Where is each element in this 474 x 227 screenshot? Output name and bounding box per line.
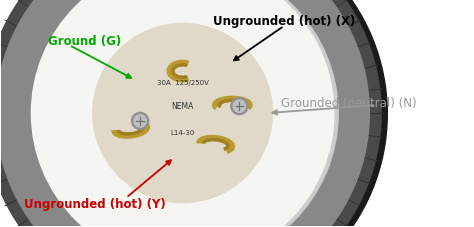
- Ellipse shape: [134, 115, 146, 128]
- Ellipse shape: [31, 0, 334, 227]
- Ellipse shape: [93, 24, 273, 203]
- Ellipse shape: [0, 0, 369, 227]
- Text: NEMA: NEMA: [172, 101, 194, 110]
- Text: 30A  125/250V: 30A 125/250V: [157, 80, 209, 86]
- Ellipse shape: [233, 101, 246, 113]
- Text: Grounded (neutral) (N): Grounded (neutral) (N): [281, 97, 417, 110]
- Ellipse shape: [231, 98, 248, 115]
- Ellipse shape: [0, 0, 381, 227]
- Ellipse shape: [0, 0, 387, 227]
- Text: Ungrounded (hot) (X): Ungrounded (hot) (X): [213, 15, 356, 27]
- Ellipse shape: [33, 0, 338, 227]
- Text: L14-30: L14-30: [171, 130, 195, 136]
- Text: Ground (G): Ground (G): [48, 35, 121, 48]
- Text: Ungrounded (hot) (Y): Ungrounded (hot) (Y): [24, 197, 166, 210]
- Ellipse shape: [132, 113, 149, 130]
